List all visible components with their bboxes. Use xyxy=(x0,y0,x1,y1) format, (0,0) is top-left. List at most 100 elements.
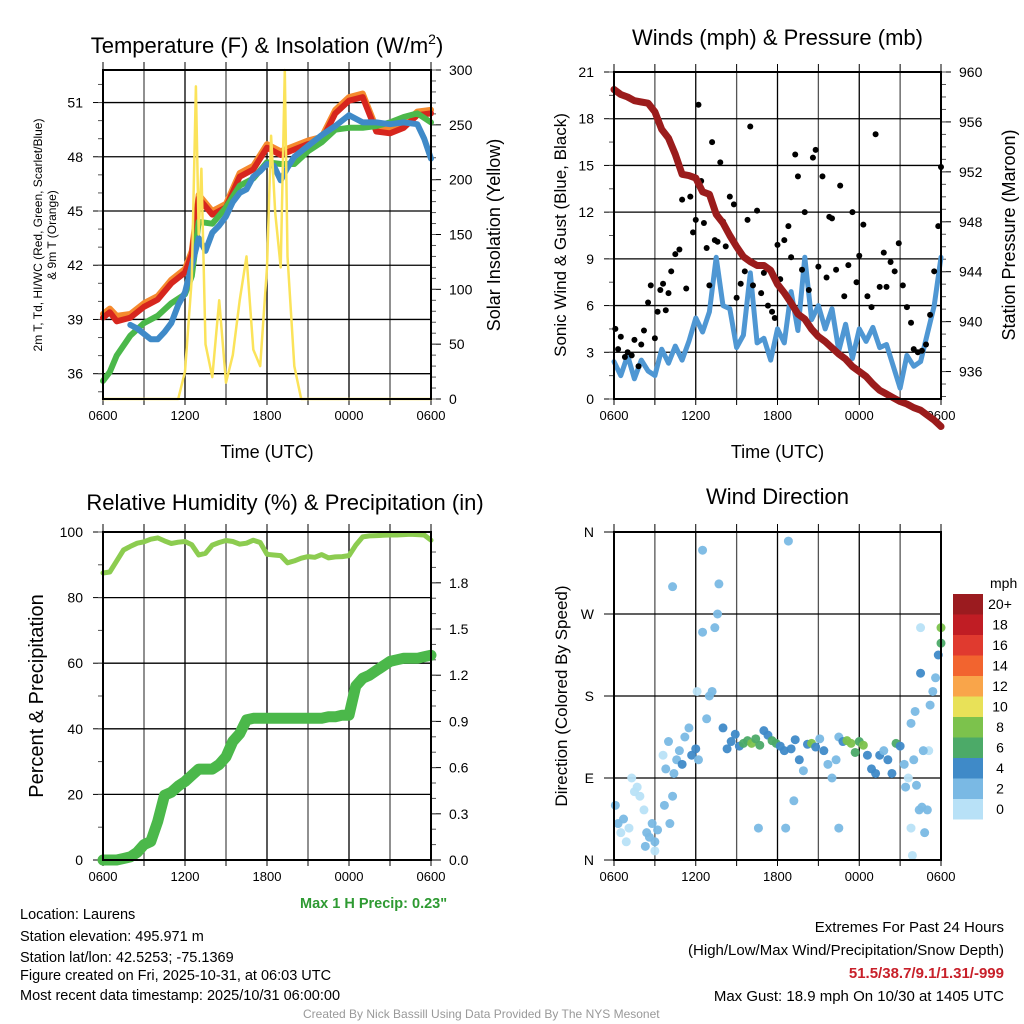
direction-point xyxy=(790,735,800,745)
gust-point xyxy=(651,335,658,342)
y-tick-label: 100 xyxy=(60,524,84,540)
direction-point xyxy=(879,746,889,756)
gust-point xyxy=(769,308,776,315)
legend-label: 10 xyxy=(992,699,1008,715)
gust-point xyxy=(864,293,871,300)
x-tick-label: 1800 xyxy=(253,408,282,423)
direction-point xyxy=(899,759,909,769)
direction-point xyxy=(786,744,796,754)
legend-label: 16 xyxy=(992,637,1008,653)
gust-point xyxy=(774,241,781,248)
gust-point xyxy=(695,101,702,108)
direction-point xyxy=(862,750,872,760)
direction-point xyxy=(691,744,701,754)
extremes-title: Extremes For Past 24 Hours xyxy=(814,919,1004,936)
gust-point xyxy=(829,215,835,222)
latlon-label: Station lat/lon: 42.5253; -75.1369 xyxy=(20,950,234,966)
y2-tick-label: 952 xyxy=(959,164,983,180)
direction-point xyxy=(871,768,881,778)
y-tick-label: N xyxy=(584,852,594,868)
chart-panel-rh-precip: 0600 1200 1800 0000 0600 0 20 40 60 80 100 0.0 0.3 0.… xyxy=(26,490,484,884)
direction-point xyxy=(610,800,620,810)
gust-point xyxy=(692,216,699,223)
direction-point xyxy=(920,828,930,838)
legend-label: 8 xyxy=(996,719,1004,735)
y-tick-label: 40 xyxy=(67,721,83,737)
direction-point xyxy=(684,723,694,733)
gust-point xyxy=(645,299,652,306)
y2-tick-label: 0.3 xyxy=(449,806,469,822)
gust-point xyxy=(662,307,669,314)
direction-point xyxy=(627,773,637,783)
legend-label: 0 xyxy=(996,801,1004,817)
gust-point xyxy=(726,193,733,200)
direction-point xyxy=(726,737,736,747)
legend-swatch xyxy=(953,676,983,697)
x-tick-label: 0600 xyxy=(417,408,446,423)
recent-label: Most recent data timestamp: 2025/10/31 0… xyxy=(20,988,341,1004)
x-tick-label: 0600 xyxy=(89,869,118,884)
gust-point xyxy=(744,216,751,223)
gust-point xyxy=(668,268,675,275)
gust-point xyxy=(853,279,860,286)
gust-point xyxy=(805,287,812,293)
x-tick-label: 1800 xyxy=(763,408,792,423)
legend-swatch xyxy=(953,758,983,779)
x-tick-label: 0000 xyxy=(845,869,874,884)
direction-point xyxy=(916,623,926,633)
y2-tick-label: 50 xyxy=(449,336,465,352)
y-tick-label: 60 xyxy=(67,655,83,671)
gust-point xyxy=(841,293,848,300)
location-label: Location: Laurens xyxy=(20,907,136,923)
gust-point xyxy=(665,290,672,297)
legend-label: 14 xyxy=(992,658,1008,674)
direction-point xyxy=(789,796,799,806)
gust-point xyxy=(631,336,638,343)
direction-point xyxy=(906,718,916,728)
direction-point xyxy=(928,686,938,696)
y-axis-label: Sonic Wind & Gust (Blue, Black) xyxy=(551,113,570,357)
direction-point xyxy=(909,755,919,765)
y2-tick-label: 100 xyxy=(449,281,473,297)
direction-point xyxy=(858,740,868,750)
direction-point xyxy=(823,759,833,769)
direction-point xyxy=(653,825,663,835)
gust-point xyxy=(621,353,628,360)
legend-swatch xyxy=(953,696,983,717)
direction-point xyxy=(659,800,669,810)
legend-label: 6 xyxy=(996,740,1004,756)
y2-axis-label: Solar Insolation (Yellow) xyxy=(484,139,504,331)
y2-tick-label: 200 xyxy=(449,172,473,188)
gust-point xyxy=(801,209,808,216)
gust-point xyxy=(872,131,879,138)
chart-title: Wind Direction xyxy=(706,484,849,509)
gust-point xyxy=(815,263,822,270)
legend-label: 4 xyxy=(996,760,1004,776)
y2-tick-label: 1.8 xyxy=(449,575,469,591)
gust-point xyxy=(722,243,729,250)
x-tick-label: 1800 xyxy=(763,869,792,884)
direction-point xyxy=(819,746,829,756)
direction-point xyxy=(718,723,728,733)
y-axis-label: 2m T, Td, HI/WC (Red, Green, Scarlet/Blu… xyxy=(31,119,45,352)
y2-tick-label: 956 xyxy=(959,114,983,130)
gust-point xyxy=(788,254,795,261)
direction-point xyxy=(668,582,678,592)
gust-point xyxy=(747,123,754,130)
y2-tick-label: 1.2 xyxy=(449,667,469,683)
direction-point xyxy=(710,623,720,633)
direction-point xyxy=(815,734,825,744)
gust-point xyxy=(880,249,887,256)
direction-point xyxy=(911,780,921,790)
gust-point xyxy=(833,266,840,273)
gust-point xyxy=(638,341,645,348)
y-tick-label: 45 xyxy=(67,203,83,219)
y2-tick-label: 948 xyxy=(959,214,983,230)
direction-point xyxy=(931,673,941,683)
direction-point xyxy=(798,766,808,776)
gust-point xyxy=(660,280,667,287)
direction-point xyxy=(918,746,928,756)
y2-tick-label: 0.9 xyxy=(449,713,469,729)
legend-swatch xyxy=(953,799,983,820)
direction-point xyxy=(925,700,935,710)
